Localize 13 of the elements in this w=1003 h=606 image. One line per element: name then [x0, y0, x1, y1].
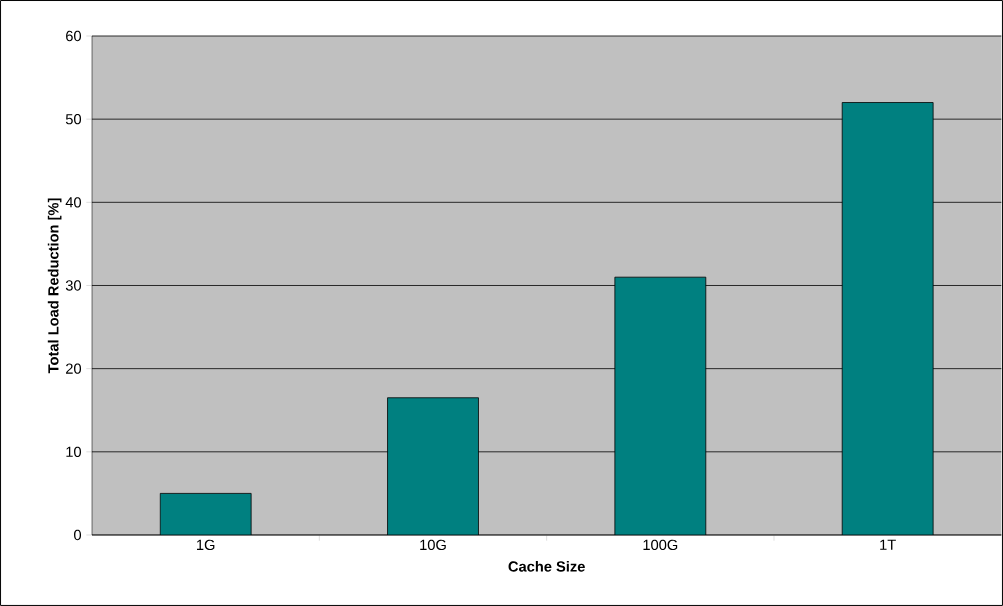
y-axis-title: Total Load Reduction [%]: [47, 198, 62, 374]
y-tick-label: 50: [65, 113, 82, 125]
y-tick-label: 10: [66, 446, 82, 458]
x-tick-label: 1T: [880, 539, 896, 550]
x-tick-label: 1G: [197, 539, 215, 551]
y-tick-label: 30: [65, 280, 82, 291]
x-axis-title: Cache Size: [508, 560, 585, 572]
x-tick-label: 10G: [420, 539, 446, 551]
y-tick-label: 0: [74, 529, 82, 541]
x-tick-label: 100G: [643, 539, 678, 551]
y-tick-label: 40: [65, 197, 82, 208]
y-tick-label: 20: [66, 363, 82, 374]
y-tick-label: 60: [66, 30, 82, 42]
